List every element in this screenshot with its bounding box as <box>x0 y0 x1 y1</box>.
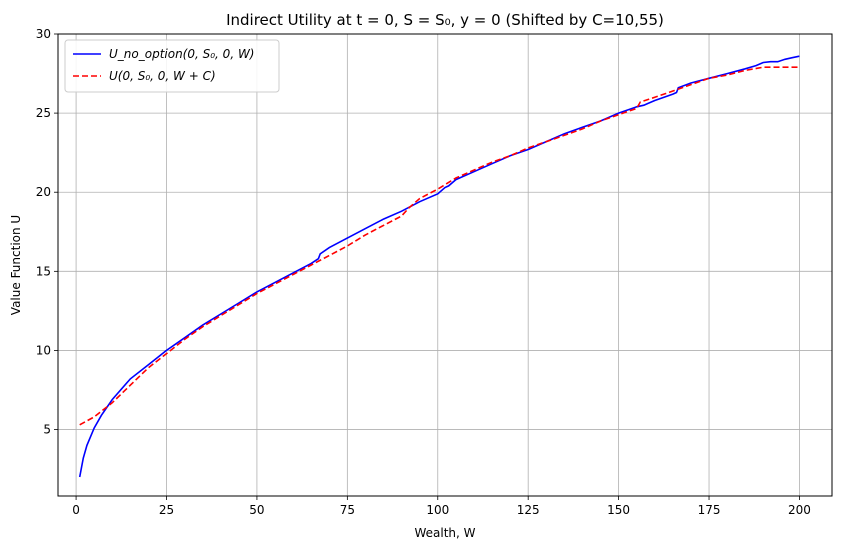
y-tick-label: 15 <box>36 264 51 278</box>
x-tick-label: 100 <box>426 503 449 517</box>
chart-title: Indirect Utility at t = 0, S = S₀, y = 0… <box>226 11 664 29</box>
grid-lines <box>58 33 832 496</box>
x-axis-label: Wealth, W <box>414 526 475 540</box>
x-tick-label: 50 <box>249 503 264 517</box>
x-tick-label: 150 <box>607 503 630 517</box>
y-tick-label: 5 <box>43 423 51 437</box>
axis-ticks: 0 25 50 75 100 125 150 175 200 5 10 15 20 25 30 <box>36 27 811 517</box>
series-line-2 <box>79 66 800 426</box>
legend: U_no_option(0, S₀, 0, W) U(0, S₀, 0, W + … <box>64 39 280 93</box>
plot-frame <box>57 33 833 497</box>
y-tick-label: 25 <box>36 106 51 120</box>
y-tick-label: 30 <box>36 27 51 41</box>
y-axis-label: Value Function U <box>9 215 23 315</box>
x-tick-label: 0 <box>72 503 80 517</box>
x-tick-label: 125 <box>517 503 540 517</box>
legend-label-2: U(0, S₀, 0, W + C) <box>109 69 216 83</box>
x-tick-label: 75 <box>340 503 355 517</box>
series-lines <box>78 55 800 478</box>
series-line-1 <box>78 55 800 478</box>
x-tick-label: 25 <box>159 503 174 517</box>
legend-label-1: U_no_option(0, S₀, 0, W) <box>109 47 255 61</box>
x-tick-label: 200 <box>788 503 811 517</box>
y-tick-label: 10 <box>36 343 51 357</box>
x-tick-label: 175 <box>698 503 721 517</box>
legend-box <box>64 39 280 93</box>
y-tick-label: 20 <box>36 185 51 199</box>
